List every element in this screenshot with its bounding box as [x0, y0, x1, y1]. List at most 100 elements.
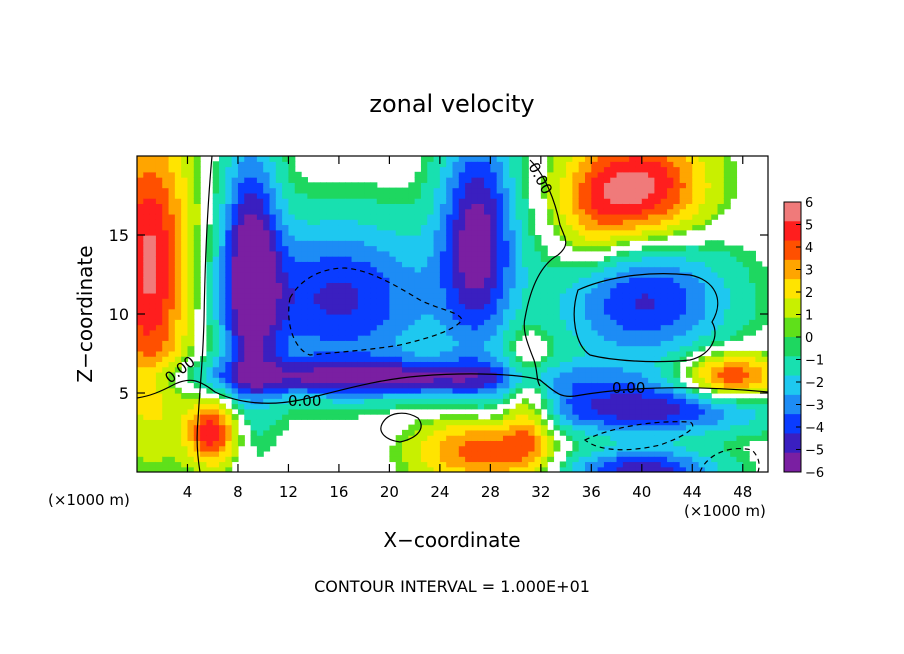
- field-cell: [515, 387, 523, 394]
- field-cell: [704, 240, 712, 247]
- field-cell: [389, 198, 397, 204]
- field-cell: [566, 403, 573, 410]
- field-cell: [610, 314, 618, 320]
- field-cell: [326, 366, 334, 373]
- field-cell: [597, 345, 605, 352]
- field-cell: [603, 345, 611, 352]
- field-cell: [585, 356, 592, 362]
- field-cell: [711, 161, 719, 168]
- field-cell: [326, 277, 334, 283]
- field-cell: [704, 429, 712, 436]
- field-cell: [376, 335, 384, 341]
- field-cell: [193, 213, 201, 220]
- field-cell: [566, 177, 573, 183]
- field-cell: [376, 366, 384, 373]
- field-cell: [484, 424, 491, 431]
- field-cell: [288, 350, 296, 357]
- field-cell: [679, 250, 687, 257]
- field-cell: [578, 371, 586, 378]
- field-cell: [572, 461, 580, 468]
- field-cell: [477, 256, 485, 262]
- field-cell: [547, 319, 555, 326]
- field-cell: [263, 171, 271, 178]
- field-cell: [187, 303, 195, 310]
- field-cell: [465, 314, 473, 320]
- field-cell: [578, 245, 586, 252]
- field-cell: [654, 235, 662, 241]
- field-cell: [723, 419, 731, 426]
- field-cell: [402, 340, 409, 347]
- field-cell: [521, 171, 529, 178]
- field-cell: [263, 387, 271, 394]
- field-cell: [635, 235, 643, 241]
- field-cell: [420, 335, 428, 341]
- field-cell: [578, 445, 586, 452]
- field-cell: [433, 177, 441, 183]
- field-cell: [288, 266, 296, 273]
- field-cell: [648, 250, 656, 257]
- field-cell: [256, 266, 264, 273]
- field-cell: [616, 240, 624, 247]
- field-cell: [237, 335, 245, 341]
- field-cell: [143, 171, 151, 178]
- field-cell: [332, 303, 340, 310]
- field-cell: [319, 382, 327, 389]
- field-cell: [345, 198, 353, 204]
- field-cell: [509, 424, 517, 431]
- field-cell: [654, 319, 662, 326]
- field-cell: [528, 366, 536, 373]
- field-cell: [616, 377, 624, 384]
- field-cell: [395, 266, 403, 273]
- field-cell: [307, 219, 315, 226]
- field-cell: [313, 308, 321, 315]
- field-cell: [616, 229, 624, 236]
- field-cell: [313, 361, 321, 368]
- field-cell: [496, 208, 504, 215]
- field-cell: [250, 435, 258, 441]
- field-cell: [446, 192, 454, 199]
- field-cell: [654, 456, 662, 463]
- field-cell: [452, 198, 460, 204]
- field-cell: [509, 324, 517, 331]
- field-cell: [458, 235, 466, 241]
- field-cell: [635, 287, 643, 294]
- field-cell: [326, 256, 334, 262]
- field-cell: [603, 213, 611, 220]
- field-cell: [149, 414, 157, 420]
- field-cell: [313, 192, 321, 199]
- field-cell: [187, 393, 195, 399]
- field-cell: [319, 277, 327, 283]
- field-cell: [383, 340, 390, 347]
- field-cell: [635, 350, 643, 357]
- field-cell: [711, 192, 719, 199]
- field-cell: [711, 371, 719, 378]
- field-cell: [219, 303, 226, 310]
- field-cell: [307, 361, 315, 368]
- field-cell: [250, 340, 258, 347]
- field-cell: [559, 466, 567, 472]
- field-cell: [181, 393, 189, 399]
- field-cell: [231, 303, 239, 310]
- field-cell: [446, 182, 454, 189]
- field-cell: [370, 282, 378, 289]
- field-cell: [288, 166, 296, 173]
- field-cell: [528, 266, 536, 273]
- field-cell: [155, 461, 163, 468]
- field-cell: [717, 266, 725, 273]
- field-cell: [515, 192, 523, 199]
- field-cell: [616, 161, 624, 168]
- field-cell: [168, 319, 176, 326]
- field-cell: [622, 156, 630, 162]
- field-cell: [219, 450, 226, 457]
- field-cell: [572, 277, 580, 283]
- field-cell: [452, 229, 460, 236]
- field-cell: [692, 361, 700, 368]
- field-cell: [155, 308, 163, 315]
- field-cell: [496, 235, 504, 241]
- field-cell: [288, 156, 296, 162]
- field-cell: [641, 182, 649, 189]
- field-cell: [275, 429, 283, 436]
- field-cell: [490, 450, 498, 457]
- field-cell: [679, 171, 687, 178]
- field-cell: [244, 403, 252, 410]
